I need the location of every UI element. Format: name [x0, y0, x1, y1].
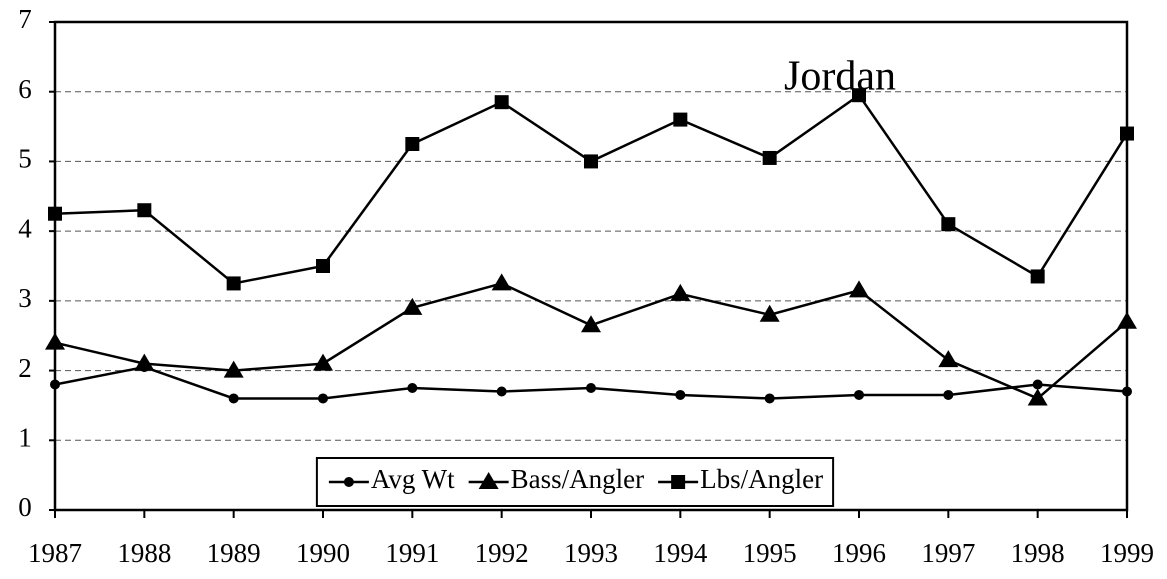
x-tick-label: 1995 — [743, 538, 797, 568]
x-tick-label: 1997 — [921, 538, 975, 568]
marker — [941, 217, 956, 232]
marker — [581, 315, 601, 333]
x-tick-label: 1999 — [1100, 538, 1154, 568]
marker — [670, 283, 691, 301]
marker — [671, 475, 686, 489]
marker — [759, 304, 780, 322]
x-tick-label: 1989 — [207, 538, 261, 568]
marker — [313, 353, 333, 371]
marker — [496, 386, 507, 397]
marker — [223, 360, 244, 378]
x-tick-label: 1987 — [28, 538, 82, 568]
marker — [478, 472, 499, 489]
marker — [45, 332, 65, 350]
legend: Avg Wt Bass/Angler Lbs/Angler — [315, 457, 835, 507]
marker — [343, 477, 354, 487]
legend-label: Avg Wt — [371, 464, 455, 494]
marker — [854, 389, 864, 400]
marker — [50, 379, 60, 390]
marker — [1030, 269, 1045, 284]
x-tick-label: 1988 — [117, 538, 171, 568]
marker — [852, 88, 866, 103]
marker — [762, 150, 777, 165]
x-tick-label: 1993 — [564, 538, 618, 568]
marker — [228, 393, 239, 404]
marker — [764, 393, 775, 404]
y-tick-label: 3 — [18, 283, 32, 313]
marker — [938, 350, 959, 368]
y-tick-label: 6 — [18, 74, 32, 104]
y-tick-label: 4 — [18, 213, 32, 243]
marker — [316, 259, 330, 273]
legend-label: Lbs/Angler — [700, 464, 823, 494]
x-tick-label: 1996 — [832, 538, 886, 568]
marker — [407, 383, 418, 393]
marker — [675, 389, 686, 400]
marker — [673, 112, 688, 127]
marker — [1122, 386, 1132, 397]
marker — [586, 383, 596, 393]
marker — [226, 276, 241, 291]
legend-label: Bass/Angler — [511, 464, 644, 494]
marker — [134, 353, 155, 371]
marker — [849, 280, 869, 298]
marker — [402, 297, 423, 315]
marker — [494, 95, 509, 110]
marker — [491, 273, 512, 291]
chart-title: Jordan — [784, 54, 896, 100]
y-tick-label: 2 — [18, 353, 32, 383]
marker — [1117, 311, 1137, 329]
marker — [137, 203, 152, 218]
x-tick-label: 1991 — [385, 538, 439, 568]
y-tick-label: 7 — [18, 4, 32, 34]
series-line — [54, 93, 1129, 285]
marker — [1027, 388, 1048, 406]
x-tick-label: 1994 — [653, 538, 708, 568]
y-tick-label: 0 — [18, 492, 32, 522]
x-tick-label: 1992 — [475, 538, 529, 568]
series-line — [54, 365, 1128, 400]
marker — [1120, 126, 1134, 141]
y-tick-label: 1 — [18, 422, 32, 452]
y-tick-label: 5 — [18, 144, 32, 174]
marker — [1032, 379, 1043, 390]
marker — [48, 206, 62, 221]
marker — [943, 389, 954, 400]
legend-box — [315, 457, 835, 507]
marker — [584, 154, 598, 169]
x-tick-label: 1998 — [1011, 538, 1065, 568]
plot-frame — [53, 20, 1129, 512]
marker — [318, 393, 328, 404]
x-tick-label: 1990 — [296, 538, 350, 568]
marker — [405, 137, 420, 151]
